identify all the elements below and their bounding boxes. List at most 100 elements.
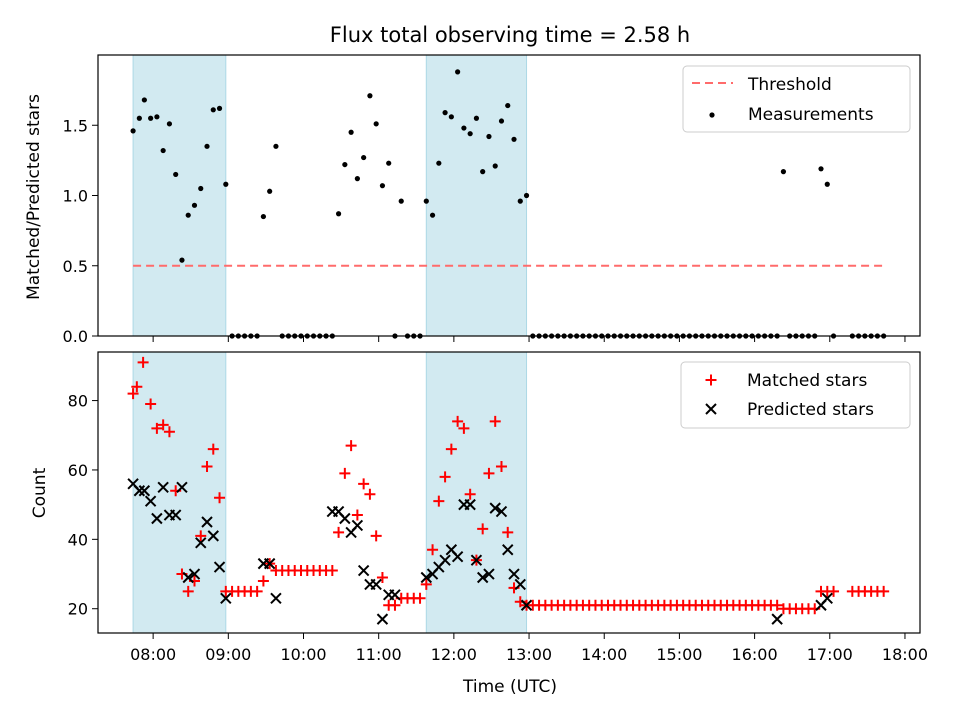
matched-star-point [828,585,840,597]
measurement-point [386,160,392,166]
measurement-point [523,192,530,199]
matched-star-point [145,398,157,410]
legend-predicted-label: Predicted stars [747,400,874,420]
x-tick-label: 13:00 [506,645,552,664]
measurement-point [379,183,386,189]
measurement-point [141,97,147,103]
x-tick-label: 12:00 [431,645,477,664]
matched-star-point [333,526,345,538]
bottom-plot-frame [97,351,921,634]
legend-threshold-label: Threshold [747,75,832,95]
predicted-star-point [195,537,207,549]
matched-star-point [326,565,338,577]
legend-measurement-swatch [709,112,715,118]
predicted-star-point [376,613,389,625]
shaded-interval [132,54,227,337]
matched-star-point [458,422,470,434]
predicted-star-point [502,544,514,556]
measurement-point [373,121,379,127]
predicted-star-point [370,578,382,591]
predicted-star-point [133,485,146,497]
measurement-point [461,125,467,131]
predicted-star-point [169,509,182,521]
matched-star-point [358,478,370,490]
predicted-star-point [470,554,483,566]
legend-box [682,65,911,133]
predicted-star-point [508,568,520,580]
matched-star-point [414,592,426,604]
y-tick-label: 80 [68,392,88,411]
x-tick-label: 11:00 [356,645,402,664]
measurement-point [780,169,787,175]
measurement-point [398,198,404,204]
measurement-point [148,115,154,121]
matched-star-point [489,415,501,427]
measurement-point [455,69,461,75]
matched-star-point [364,488,376,500]
measurement-point [448,114,454,120]
measurement-point [361,154,367,161]
matched-star-point [452,415,464,427]
top-panel: 0.0 0.5 1.0 1.5 Threshold Measurements [63,54,921,346]
matched-star-point [439,471,451,483]
measurement-point [166,121,173,127]
matched-star-point [376,571,388,583]
predicted-star-point [451,550,464,563]
measurement-point [260,213,267,220]
legend-box [680,361,911,429]
predicted-star-point [207,530,219,542]
predicted-star-point [489,502,501,514]
measurement-point [486,133,492,140]
measurement-point [517,198,523,204]
chart-title: Flux total observing time = 2.58 h [330,23,690,47]
measurement-point [223,181,229,187]
matched-star-point [137,356,149,368]
x-tick-label: 14:00 [581,645,627,664]
predicted-star-point [495,505,508,518]
predicted-star-point [220,592,232,605]
measurement-point [436,160,442,166]
predicted-star-point [351,519,364,532]
x-tick-label: 17:00 [807,645,853,664]
matched-star-point [370,530,382,542]
predicted-star-point [464,498,476,511]
matched-star-point [464,488,476,500]
measurement-point [505,102,511,109]
legend-predicted-swatch [705,403,717,415]
legend-measurement-label: Measurements [748,105,874,125]
matched-star-point [495,460,507,472]
x-tick-label: 18:00 [882,645,928,664]
measurement-point [185,212,191,218]
measurement-point [354,176,360,182]
x-tick-label: 08:00 [130,645,176,664]
matched-star-point [127,388,139,400]
bottom-panel: 20 40 60 80 08:00 09:00 10:00 11:00 12:00 13:00 14… [68,351,928,664]
predicted-star-point [270,592,282,605]
top-legend: Threshold Measurements [682,65,911,133]
matched-star-point [151,422,163,434]
measurement-point [173,171,179,178]
bottom-y-axis-label: Count [30,467,50,518]
predicted-star-point [263,557,276,570]
y-tick-label: 20 [68,600,88,619]
matched-star-point [182,585,194,597]
measurement-point [198,185,204,192]
bottom-legend: Matched stars Predicted stars [680,361,911,429]
predicted-star-point [771,613,783,625]
matched-star-point [433,495,445,507]
matched-star-point [251,585,263,597]
measurement-point [429,212,436,218]
predicted-star-point [201,516,213,528]
predicted-star-point [144,495,157,507]
shaded-interval [425,54,528,337]
matched-star-point [477,523,489,535]
measurement-point [335,211,342,217]
predicted-star-point [182,571,194,584]
y-tick-label: 40 [68,530,88,549]
matched-star-point [878,585,890,597]
top-y-axis-label: Matched/Predicted stars [24,94,44,300]
matched-star-point [131,381,143,393]
matched-star-point [345,440,357,452]
measurement-point [273,143,279,149]
